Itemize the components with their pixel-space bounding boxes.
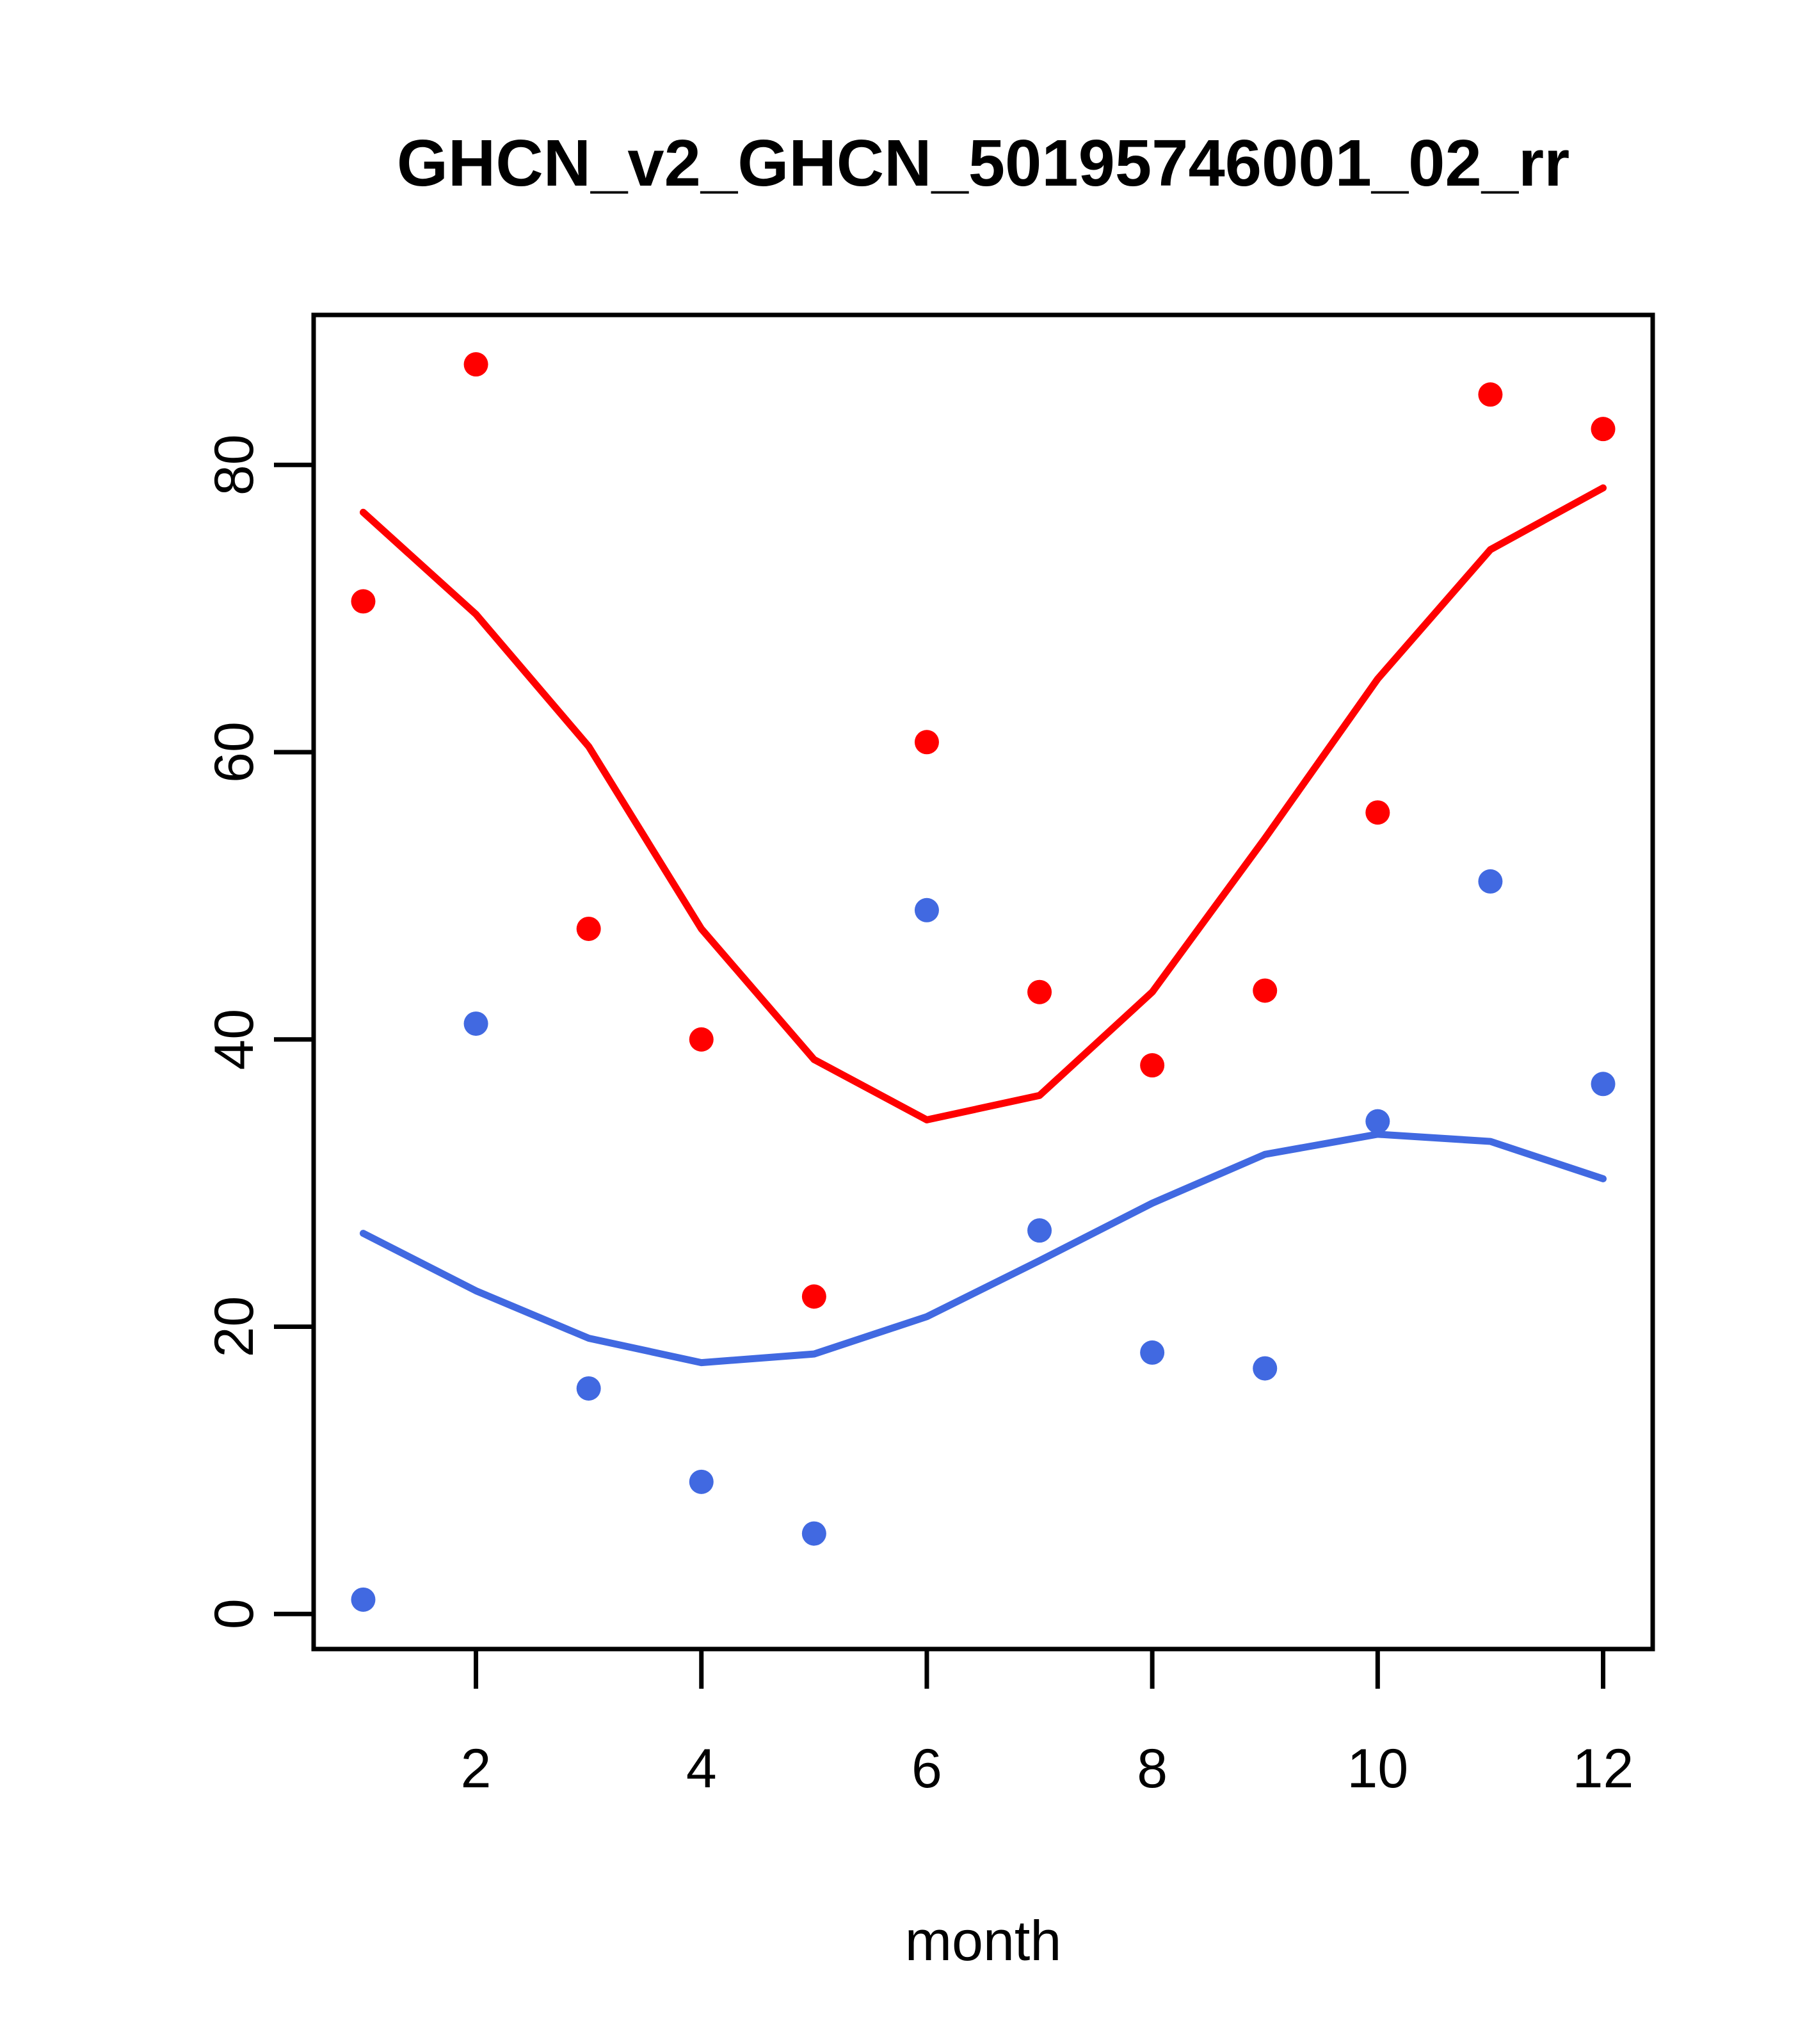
red-points-marker xyxy=(1027,979,1052,1004)
blue-lowess-line xyxy=(359,1131,1607,1367)
y-tick-label: 60 xyxy=(204,721,265,783)
x-ticks xyxy=(474,1649,1606,1689)
red-points-marker xyxy=(801,1284,826,1309)
y-tick-labels: 0 20 40 60 80 xyxy=(204,434,265,1629)
plot-box xyxy=(311,312,1655,1652)
blue-points-marker xyxy=(689,1469,714,1494)
red-lowess-line xyxy=(359,484,1607,1123)
y-tick-label: 80 xyxy=(204,434,265,495)
red-points-marker xyxy=(576,916,601,941)
blue-points-marker xyxy=(1027,1218,1052,1243)
blue-points-marker xyxy=(463,1011,488,1036)
blue-points-marker xyxy=(1140,1340,1165,1365)
red-points-marker xyxy=(1478,382,1503,407)
blue-points xyxy=(351,869,1616,1612)
y-ticks xyxy=(274,462,314,1616)
y-tick-label: 20 xyxy=(204,1296,265,1358)
red-points-marker xyxy=(1253,978,1278,1003)
x-tick-label: 12 xyxy=(1573,1738,1634,1799)
blue-points-marker xyxy=(351,1587,376,1612)
red-points-marker xyxy=(1591,417,1616,442)
series-layer xyxy=(351,352,1616,1612)
x-tick-label: 4 xyxy=(686,1738,717,1799)
chart-title: GHCN_v2_GHCN_50195746001_02_rr xyxy=(397,126,1569,200)
red-points xyxy=(351,352,1616,1309)
x-axis: 2 4 6 8 10 12 month xyxy=(461,1649,1634,1972)
y-tick-label: 40 xyxy=(204,1009,265,1070)
y-axis: 0 20 40 60 80 xyxy=(204,434,314,1629)
blue-points-marker xyxy=(1365,1109,1390,1134)
red-points-marker xyxy=(689,1027,714,1052)
red-points-marker xyxy=(1140,1053,1165,1078)
x-tick-label: 2 xyxy=(461,1738,492,1799)
blue-points-marker xyxy=(1478,869,1503,894)
blue-points-marker xyxy=(576,1376,601,1401)
blue-points-marker xyxy=(801,1521,826,1546)
x-tick-labels: 2 4 6 8 10 12 xyxy=(461,1738,1634,1799)
x-tick-label: 10 xyxy=(1347,1738,1408,1799)
blue-points-marker xyxy=(1253,1356,1278,1381)
blue-points-marker xyxy=(914,897,939,922)
red-points-marker xyxy=(1365,800,1390,825)
red-points-marker xyxy=(914,730,939,755)
y-tick-label: 0 xyxy=(204,1598,265,1629)
blue-points-marker xyxy=(1591,1072,1616,1097)
x-axis-label: month xyxy=(905,1909,1062,1972)
red-points-marker xyxy=(351,589,376,614)
x-tick-label: 8 xyxy=(1137,1738,1168,1799)
x-tick-label: 6 xyxy=(911,1738,942,1799)
red-points-marker xyxy=(463,352,488,377)
